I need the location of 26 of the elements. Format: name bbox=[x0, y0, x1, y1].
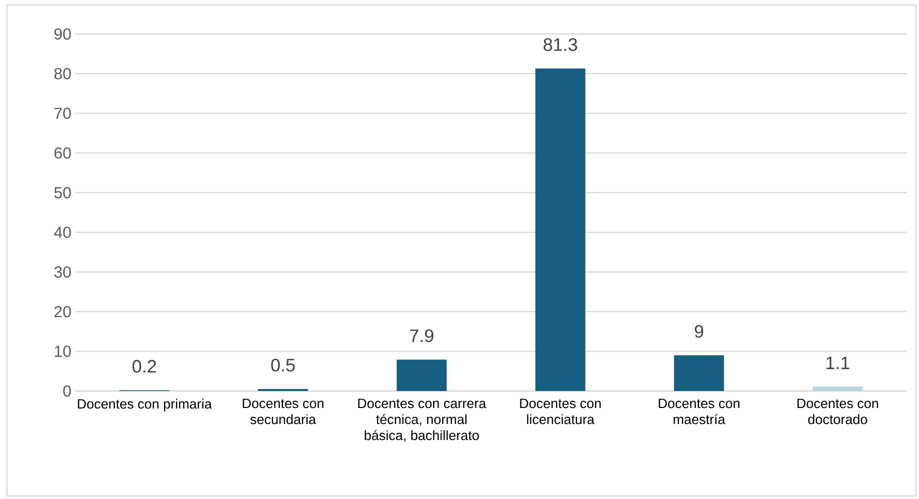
data-label: 1.1 bbox=[826, 356, 850, 370]
y-tick-label: 0 bbox=[63, 385, 71, 397]
x-tick-label: Docentes con doctorado bbox=[798, 398, 878, 424]
data-label: 0.5 bbox=[271, 358, 295, 372]
x-tick-label: Docentes con maestría bbox=[658, 398, 740, 424]
bar bbox=[812, 386, 863, 391]
data-label: 9 bbox=[694, 325, 704, 338]
y-tick-label: 80 bbox=[54, 68, 71, 80]
bar bbox=[396, 360, 447, 391]
y-tick-label: 90 bbox=[54, 28, 71, 40]
y-tick-label: 20 bbox=[54, 306, 71, 318]
y-tick-label: 30 bbox=[54, 266, 71, 278]
x-tick-label: Docentes con secundaria bbox=[242, 398, 324, 424]
data-label: 0.2 bbox=[132, 360, 156, 373]
x-tick-label: Docentes con licenciatura bbox=[520, 398, 601, 424]
x-tick-label: Docentes con carrera técnica, normal básica, bachillerato bbox=[358, 398, 486, 442]
y-tick-label: 60 bbox=[54, 147, 71, 159]
y-tick-label: 10 bbox=[54, 346, 71, 357]
bar bbox=[674, 355, 724, 391]
data-label: 81.3 bbox=[544, 38, 578, 51]
bar bbox=[535, 68, 586, 391]
y-tick-label: 50 bbox=[54, 186, 71, 198]
y-tick-label: 40 bbox=[54, 226, 71, 238]
data-label: 7.9 bbox=[410, 329, 434, 342]
y-tick-label: 70 bbox=[54, 108, 71, 119]
x-tick-label: Docentes con primaria bbox=[78, 398, 212, 412]
